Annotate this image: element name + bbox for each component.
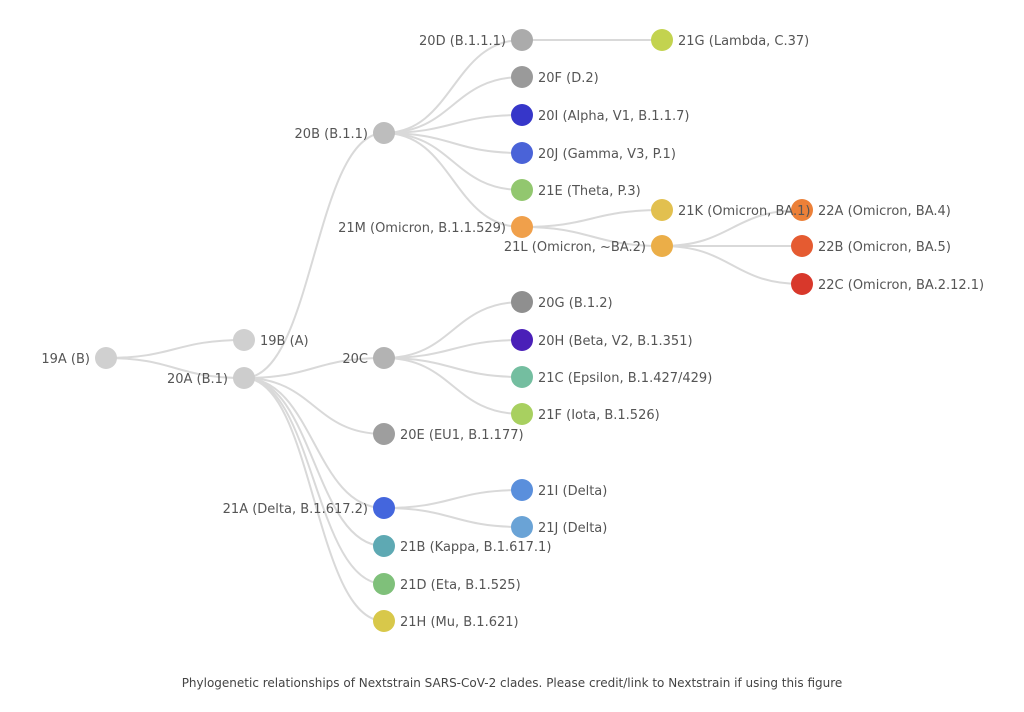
clade-label-20c: 20C (342, 352, 368, 367)
edge-21a-21j (383, 507, 523, 528)
clade-label-21c: 21C (Epsilon, B.1.427/429) (538, 371, 712, 386)
clade-label-21b: 21B (Kappa, B.1.617.1) (400, 540, 551, 555)
clade-label-20b: 20B (B.1.1) (295, 127, 368, 142)
clade-label-20g: 20G (B.1.2) (538, 296, 613, 311)
clade-node-19a (95, 347, 117, 369)
edge-21a-21i (383, 489, 523, 509)
clade-label-20j: 20J (Gamma, V3, P.1) (538, 147, 676, 162)
clade-label-22b: 22B (Omicron, BA.5) (818, 240, 951, 255)
edge-20c-21c (383, 357, 523, 378)
clade-label-20e: 20E (EU1, B.1.177) (400, 428, 524, 443)
clade-node-20h (511, 329, 533, 351)
clade-node-21h (373, 610, 395, 632)
edge-19a-19b (105, 339, 245, 359)
clade-node-21k (651, 199, 673, 221)
clade-node-21l (651, 235, 673, 257)
clade-node-21e (511, 179, 533, 201)
clade-label-21h: 21H (Mu, B.1.621) (400, 615, 519, 630)
clade-node-20j (511, 142, 533, 164)
clade-node-20a (233, 367, 255, 389)
clade-node-21a (373, 497, 395, 519)
clade-node-21f (511, 403, 533, 425)
clade-label-19a: 19A (B) (41, 352, 90, 367)
clade-label-21j: 21J (Delta) (538, 521, 607, 536)
edge-20c-21f (383, 357, 523, 415)
clade-node-21b (373, 535, 395, 557)
clade-label-21e: 21E (Theta, P.3) (538, 184, 641, 199)
tree-nodes (95, 29, 813, 632)
edge-21l-22a (661, 209, 803, 247)
clade-node-19b (233, 329, 255, 351)
clade-label-20h: 20H (Beta, V2, B.1.351) (538, 334, 693, 349)
edge-20b-20j (383, 132, 523, 154)
edge-20a-20c (243, 357, 385, 379)
clade-label-20f: 20F (D.2) (538, 71, 599, 86)
clade-node-21i (511, 479, 533, 501)
clade-node-20d (511, 29, 533, 51)
edge-20c-20g (383, 301, 523, 359)
clade-label-20i: 20I (Alpha, V1, B.1.1.7) (538, 109, 689, 124)
clade-label-21g: 21G (Lambda, C.37) (678, 34, 809, 49)
clade-node-21g (651, 29, 673, 51)
clade-node-22a (791, 199, 813, 221)
clade-node-20e (373, 423, 395, 445)
edge-20a-20e (243, 377, 385, 435)
tree-edges (105, 38, 803, 622)
clade-node-20b (373, 122, 395, 144)
clade-label-22a: 22A (Omicron, BA.4) (818, 204, 951, 219)
clade-node-21m (511, 216, 533, 238)
edge-21l-22c (661, 245, 803, 285)
edge-20c-20h (383, 339, 523, 359)
figure-caption: Phylogenetic relationships of Nextstrain… (181, 676, 843, 690)
clade-node-20g (511, 291, 533, 313)
edge-20a-20b (243, 132, 385, 379)
clade-label-21d: 21D (Eta, B.1.525) (400, 578, 521, 593)
clade-node-22c (791, 273, 813, 295)
clade-node-21j (511, 516, 533, 538)
edge-20a-21b (243, 377, 385, 547)
edge-20a-21a (243, 377, 385, 509)
clade-node-20c (373, 347, 395, 369)
edge-20a-21h (243, 377, 385, 622)
edge-20a-21d (243, 377, 385, 585)
edge-20b-21e (383, 132, 523, 191)
clade-label-21m: 21M (Omicron, B.1.1.529) (338, 221, 506, 236)
clade-label-21k: 21K (Omicron, BA.1) (678, 204, 811, 219)
clade-label-22c: 22C (Omicron, BA.2.12.1) (818, 278, 984, 293)
edge-21m-21l (521, 226, 663, 247)
edge-20b-21m (383, 132, 523, 228)
clade-node-22b (791, 235, 813, 257)
clade-node-20i (511, 104, 533, 126)
clade-label-21i: 21I (Delta) (538, 484, 607, 499)
edge-20b-20d (383, 39, 523, 134)
clade-node-20f (511, 66, 533, 88)
clade-label-21a: 21A (Delta, B.1.617.2) (223, 502, 368, 517)
tree-labels: 19A (B) 19B (A) 20A (B.1) 20B (B.1.1) 20C 20E… (41, 34, 984, 630)
clade-label-19b: 19B (A) (260, 334, 309, 349)
clade-label-21l: 21L (Omicron, ~BA.2) (504, 240, 646, 255)
clade-node-21d (373, 573, 395, 595)
clade-label-21f: 21F (Iota, B.1.526) (538, 408, 660, 423)
edge-21m-21k (521, 209, 663, 228)
clade-label-20d: 20D (B.1.1.1) (419, 34, 506, 49)
edge-19a-20a (105, 357, 245, 379)
edge-20b-20i (383, 114, 523, 134)
edge-20b-20f (383, 76, 523, 134)
clade-label-20a: 20A (B.1) (167, 372, 228, 387)
clade-node-21c (511, 366, 533, 388)
